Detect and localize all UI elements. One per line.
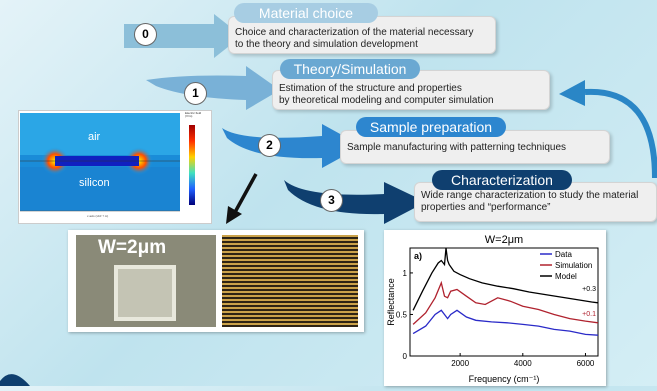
micrograph-label: W=2μm: [98, 237, 167, 258]
patterned-square: [114, 265, 176, 321]
step-3-title: Characterization: [432, 170, 572, 190]
step-1-number: 1: [184, 82, 207, 105]
series-line-data: [412, 309, 599, 336]
step-1-arrow: [146, 66, 280, 110]
colorbar-title: Electric field: [185, 111, 202, 115]
simulation-figure: air silicon Electric field (V/m) x axis …: [18, 110, 212, 224]
x-tick-label: 4000: [514, 359, 532, 368]
y-tick-label: 1: [403, 269, 408, 278]
legend-entry-simulation: Simulation: [555, 261, 592, 270]
step-0-text-line1: Choice and characterization of the mater…: [235, 27, 474, 38]
annotation-offset-simulation: +0.1: [582, 311, 596, 318]
reflectance-chart: W=2μm a) 2000 4000 6000 0 0.5 1 Frequency (cm⁻¹)…: [386, 234, 599, 384]
step-1-text-line2: by theoretical modeling and computer sim…: [279, 95, 494, 106]
annotation-offset-model: +0.3: [582, 286, 596, 293]
y-tick-label: 0: [403, 352, 408, 361]
step-0-title: Material choice: [234, 3, 378, 23]
series-line-model: [412, 247, 599, 311]
step-3-text-line1: Wide range characterization to study the…: [421, 190, 639, 201]
step-2-number: 2: [258, 134, 281, 157]
step-2-title: Sample preparation: [356, 117, 506, 137]
panel-label: a): [414, 251, 422, 261]
field-map: [20, 113, 195, 212]
air-label: air: [88, 131, 101, 143]
x-tick-label: 6000: [577, 359, 595, 368]
micrograph-gratings: [222, 235, 358, 327]
step-1-title: Theory/Simulation: [280, 59, 420, 79]
legend-entry-model: Model: [555, 272, 577, 281]
x-axis-label: Frequency (cm⁻¹): [469, 374, 540, 384]
colorbar-unit: (V/m): [185, 114, 193, 118]
step-0-description: Choice and characterization of the mater…: [228, 16, 496, 54]
step-3-number: 3: [320, 189, 343, 212]
step-0-arrow: [124, 14, 242, 58]
reflectance-chart-panel: W=2μm a) 2000 4000 6000 0 0.5 1 Frequency (cm⁻¹)…: [384, 230, 606, 386]
cycle-arrow: [559, 80, 657, 179]
pointer-arrow: [226, 173, 258, 224]
plot-frame: [409, 247, 599, 357]
step-2-text-line1: Sample manufacturing with patterning tec…: [347, 142, 567, 153]
step-3-text-line2: properties and “performance”: [421, 202, 551, 213]
micrograph-overview: W=2μm: [76, 235, 216, 327]
step-0-number: 0: [134, 23, 157, 46]
y-tick-label: 0.5: [396, 310, 408, 319]
y-axis-label: Reflectance: [386, 278, 396, 326]
step-1-text-line1: Estimation of the structure and properti…: [279, 83, 462, 94]
chart-title: W=2μm: [485, 234, 523, 246]
step-3-arrow: [284, 180, 426, 224]
step-2-arrow: [222, 124, 362, 168]
silicon-label: silicon: [79, 177, 110, 189]
step-0-text-line2: to the theory and simulation development: [235, 39, 418, 50]
legend-entry-data: Data: [555, 250, 572, 259]
micrograph-panel: W=2μm: [68, 230, 364, 332]
colorbar-label: Electric field (V/m): [185, 112, 201, 118]
corner-swoosh: [0, 374, 30, 386]
x-tick-label: 2000: [451, 359, 469, 368]
x-axis-label: x axis (x10⁻³ m): [87, 214, 109, 218]
series-line-simulation: [412, 280, 599, 325]
